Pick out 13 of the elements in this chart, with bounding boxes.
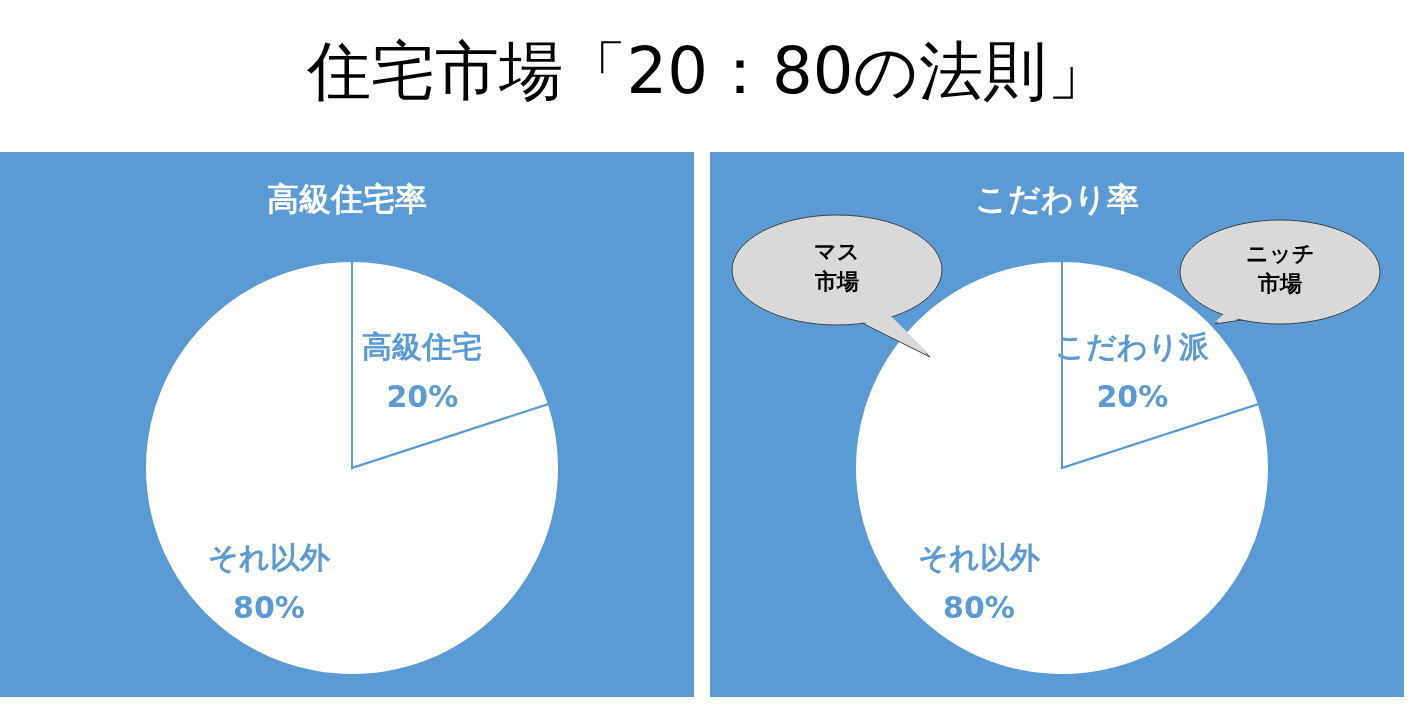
- chart-subtitle: こだわり率: [974, 179, 1140, 220]
- slice-label: 高級住宅: [362, 329, 483, 365]
- chart-subtitle: 高級住宅率: [266, 179, 428, 220]
- data-label: 80%: [233, 590, 305, 626]
- data-label: 20%: [1096, 379, 1169, 415]
- text: ニッチ市場: [1245, 241, 1315, 296]
- data-label: 80%: [943, 590, 1015, 626]
- data-label: 20%: [386, 379, 459, 415]
- pie-slice: [144, 260, 560, 676]
- text: 住宅市場「20：80の法則」: [305, 33, 1113, 110]
- slice-label: それ以外: [208, 540, 331, 576]
- text: マス市場: [814, 239, 860, 294]
- slice-label: それ以外: [918, 540, 1041, 576]
